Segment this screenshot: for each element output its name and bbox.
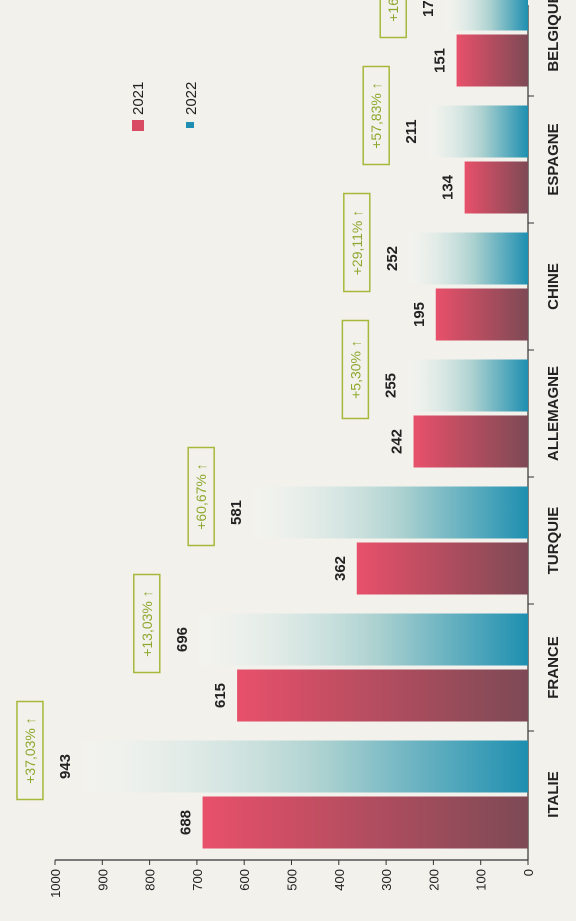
bar-2022 — [408, 232, 528, 285]
bar-2021 — [456, 34, 528, 87]
legend-swatch-2021 — [132, 120, 144, 131]
category-label: ALLEMAGNE — [545, 366, 562, 461]
value-tick-label: 400 — [332, 869, 347, 891]
legend-label-2021: 2021 — [130, 82, 147, 115]
growth-label: +29,11% ↑ — [349, 210, 365, 276]
legend-label-2022: 2022 — [183, 82, 200, 115]
bars-layer — [81, 0, 529, 849]
growth-box — [16, 700, 44, 801]
growth-label: +37,03% ↑ — [22, 717, 38, 784]
value-tick-label: 500 — [285, 869, 300, 891]
growth-label: +13,03% ↑ — [139, 590, 155, 657]
bar-2022 — [428, 105, 528, 158]
data-label-2022: 943 — [57, 754, 74, 779]
bar-2022 — [253, 486, 528, 539]
bar-2022 — [198, 613, 529, 666]
growth-box — [362, 65, 390, 166]
growth-layer: +37,03% ↑ +13,03% ↑ +60,67% ↑ +5,30% ↑ +29,1… — [16, 0, 407, 801]
bar-2022 — [445, 0, 528, 31]
growth-box — [133, 573, 161, 674]
labels-layer: ITALIE 943 688 FRANCE 696 615 TURQUIE 581 362 ALL… — [57, 0, 562, 835]
bar-2022 — [81, 740, 528, 793]
category-label: TURQUIE — [545, 507, 562, 575]
value-tick-label: 900 — [95, 869, 110, 891]
data-label-2021: 134 — [440, 174, 457, 200]
value-tick-label: 1000 — [48, 869, 63, 898]
data-label-2021: 151 — [432, 48, 449, 73]
growth-box — [379, 0, 407, 39]
growth-box — [341, 319, 370, 420]
data-label-2021: 242 — [389, 429, 406, 454]
category-label: FRANCE — [545, 636, 562, 699]
category-label: ESPAGNE — [545, 123, 562, 195]
value-tick-label: 800 — [143, 869, 158, 891]
data-label-2022: 211 — [403, 119, 420, 143]
value-tick-label: 300 — [379, 869, 394, 891]
category-label: CHINE — [545, 263, 562, 310]
data-label-2021: 615 — [212, 683, 229, 708]
bar-2021 — [413, 415, 528, 468]
bar-2022 — [407, 359, 528, 412]
category-label: BELGIQUE — [545, 0, 562, 72]
bar-2021 — [464, 161, 528, 214]
data-label-2021: 195 — [411, 302, 428, 327]
data-label-2022: 696 — [174, 627, 191, 652]
category-label: ITALIE — [545, 771, 562, 817]
value-tick-label: 200 — [426, 869, 441, 891]
legend: 2021 2022 — [130, 82, 200, 131]
data-label-2022: 255 — [382, 373, 399, 398]
value-tick-label: 100 — [474, 869, 489, 891]
data-label-2021: 362 — [332, 556, 349, 581]
growth-label: +16,07% ↑ — [385, 0, 401, 22]
data-label-2022: 581 — [228, 500, 245, 525]
bar-2021 — [202, 796, 529, 849]
data-label-2022: 252 — [384, 246, 401, 271]
bar-2021 — [237, 669, 529, 722]
legend-swatch-2022 — [186, 122, 194, 128]
value-tick-label: 700 — [190, 869, 205, 891]
bar-2021 — [435, 288, 528, 341]
growth-label: +60,67% ↑ — [193, 463, 209, 530]
growth-label: +5,30% ↑ — [347, 340, 363, 399]
growth-box — [187, 446, 215, 547]
growth-label: +57,83% ↑ — [368, 82, 384, 149]
growth-box — [343, 192, 371, 293]
data-label-2022: 175 — [420, 0, 437, 17]
data-label-2021: 688 — [178, 810, 195, 835]
axis-layer: 0 100 200 300 400 500 600 700 800 900 1000 — [48, 5, 536, 898]
bar-2021 — [356, 542, 528, 595]
value-tick-label: 600 — [237, 869, 252, 891]
value-tick-label: 0 — [521, 869, 536, 876]
